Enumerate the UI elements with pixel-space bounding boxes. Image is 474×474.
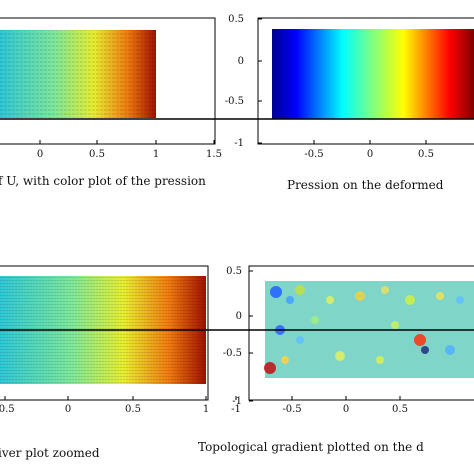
gradient-blob xyxy=(296,336,304,344)
x-tick-label: 0.5 xyxy=(418,149,434,160)
y-tick-label: 0.5 xyxy=(226,266,242,277)
gradient-blob xyxy=(421,346,429,354)
gradient-blob xyxy=(436,292,444,300)
x-tick-label: -1 xyxy=(231,404,241,415)
gradient-blob xyxy=(311,316,319,324)
x-tick-label: 1 xyxy=(153,149,159,160)
gradient-blob xyxy=(405,295,415,305)
gradient-blob xyxy=(381,286,389,294)
top-left-x-axis: 0 0.5 1 1.5 xyxy=(37,140,222,160)
y-tick-label: 0 xyxy=(236,311,242,322)
bottom-right-panel: 0.5 0 -0.5 -1 -1 -0.5 0 0.5 xyxy=(223,265,474,415)
x-tick-label: 1.5 xyxy=(206,149,222,160)
gradient-blob xyxy=(376,356,384,364)
bottom-left-x-axis: -0.5 0 0.5 1 xyxy=(0,396,209,415)
top-left-quiver-field xyxy=(0,30,156,118)
top-right-panel: 0.5 0 -0.5 -1 -0.5 0 0.5 xyxy=(225,14,474,160)
x-tick-label: -0.5 xyxy=(282,404,301,415)
caption-top-left: f U, with color plot of the pression xyxy=(0,174,206,188)
top-right-y-axis: 0.5 0 -0.5 -1 xyxy=(225,14,262,149)
gradient-blob xyxy=(456,296,464,304)
gradient-blob xyxy=(264,362,276,374)
top-left-panel: 0 0.5 1 1.5 xyxy=(0,17,222,160)
bottom-right-x-axis: -1 -0.5 0 0.5 xyxy=(231,396,408,415)
gradient-blob xyxy=(326,296,334,304)
gradient-blob xyxy=(335,351,345,361)
y-tick-label: 0.5 xyxy=(228,14,244,25)
y-tick-label: -0.5 xyxy=(223,348,242,359)
gradient-blob xyxy=(445,345,455,355)
x-tick-label: -0.5 xyxy=(0,404,15,415)
gradient-blob xyxy=(295,285,305,295)
bottom-right-y-axis: 0.5 0 -0.5 -1 xyxy=(223,266,253,407)
gradient-blob xyxy=(391,321,399,329)
gradient-blob xyxy=(281,356,289,364)
x-tick-label: 0 xyxy=(37,149,43,160)
top-right-pressure-field xyxy=(272,29,474,119)
gradient-blob xyxy=(286,296,294,304)
y-tick-label: -1 xyxy=(234,138,244,149)
x-tick-label: 0.5 xyxy=(125,404,141,415)
top-right-x-axis: -0.5 0 0.5 xyxy=(304,140,434,160)
bottom-left-panel: -0.5 0 0.5 1 xyxy=(0,265,209,415)
gradient-blob xyxy=(414,334,426,346)
y-tick-label: -1 xyxy=(232,396,242,407)
caption-bottom-left: iver plot zoomed xyxy=(0,446,100,460)
x-tick-label: 0.5 xyxy=(392,404,408,415)
x-tick-label: -0.5 xyxy=(304,149,323,160)
caption-top-right: Pression on the deformed xyxy=(287,178,444,192)
y-tick-label: -0.5 xyxy=(225,96,244,107)
x-tick-label: 0.5 xyxy=(89,149,105,160)
y-tick-label: 0 xyxy=(238,56,244,67)
x-tick-label: 0 xyxy=(343,404,349,415)
x-tick-label: 0 xyxy=(367,149,373,160)
gradient-blob xyxy=(270,286,282,298)
x-tick-label: 0 xyxy=(65,404,71,415)
caption-bottom-right: Topological gradient plotted on the d xyxy=(198,440,424,454)
gradient-blob xyxy=(355,291,365,301)
x-tick-label: 1 xyxy=(203,404,209,415)
